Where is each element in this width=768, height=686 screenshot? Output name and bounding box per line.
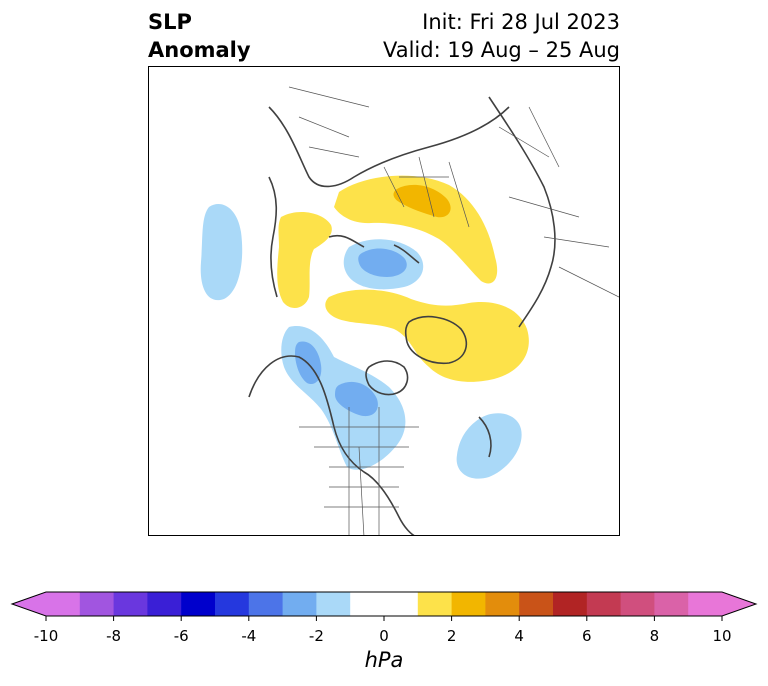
colorbar-segment <box>181 592 216 616</box>
colorbar-segment <box>282 592 317 616</box>
date-info: Init: Fri 28 Jul 2023 Valid: 19 Aug – 25… <box>383 8 620 64</box>
positive-anomaly-greenland <box>325 289 529 382</box>
valid-range: Valid: 19 Aug – 25 Aug <box>382 38 620 62</box>
colorbar-segment <box>147 592 182 616</box>
colorbar-segment <box>417 592 453 616</box>
colorbar-segment <box>451 592 486 616</box>
colorbar-tick-label: -6 <box>173 627 189 645</box>
anomaly-map <box>200 86 619 535</box>
colorbar-tick-label: -8 <box>106 627 122 645</box>
colorbar-tick-label: -4 <box>241 627 257 645</box>
colorbar-segment <box>485 592 520 616</box>
colorbar-extend-max <box>722 592 756 616</box>
colorbar-tick-label: 6 <box>582 627 592 645</box>
colorbar-segments <box>46 592 723 616</box>
negative-anomaly-north-atlantic <box>456 413 522 479</box>
title-line-2: Anomaly <box>148 38 251 62</box>
colorbar-segment <box>316 592 351 616</box>
colorbar-extend-min <box>12 592 46 616</box>
colorbar-tick-label: 0 <box>379 627 389 645</box>
colorbar-tick-label: 2 <box>446 627 457 645</box>
colorbar-tick-label: 4 <box>514 627 524 645</box>
colorbar-segment <box>79 592 115 616</box>
title-line-1: SLP <box>148 10 192 34</box>
colorbar-segment <box>519 592 554 616</box>
negative-anomaly-north-pacific <box>200 204 243 301</box>
colorbar-segment <box>113 592 148 616</box>
colorbar-segment <box>620 592 655 616</box>
map-panel <box>148 66 620 536</box>
negative-anomaly-north-america-core-2 <box>335 381 378 417</box>
init-date: Init: Fri 28 Jul 2023 <box>422 10 620 34</box>
colorbar-segment <box>688 592 723 616</box>
colorbar-segment <box>553 592 588 616</box>
colorbar-tick-label: 10 <box>712 627 732 645</box>
colorbar-segment <box>248 592 284 616</box>
colorbar-unit: hPa <box>364 648 404 672</box>
colorbar-tick-label: -10 <box>33 627 59 645</box>
colorbar <box>10 591 758 621</box>
coastlines <box>248 96 556 535</box>
positive-anomaly-alaska <box>277 211 332 309</box>
colorbar-tick-label: -2 <box>308 627 324 645</box>
positive-anomaly-eurasia <box>334 175 498 284</box>
map-title: SLP Anomaly <box>148 8 251 64</box>
colorbar-segment <box>46 592 81 616</box>
colorbar-segment <box>654 592 689 616</box>
colorbar-segment <box>586 592 622 616</box>
colorbar-ticks <box>45 616 723 621</box>
negative-anomaly-arctic-core <box>358 248 407 277</box>
positive-anomaly-eurasia-core <box>393 184 451 218</box>
colorbar-tick-label: 8 <box>649 627 660 645</box>
colorbar-segment <box>215 592 250 616</box>
political-borders <box>288 86 619 535</box>
colorbar-segment <box>350 592 419 616</box>
anomaly-shading <box>200 175 529 479</box>
